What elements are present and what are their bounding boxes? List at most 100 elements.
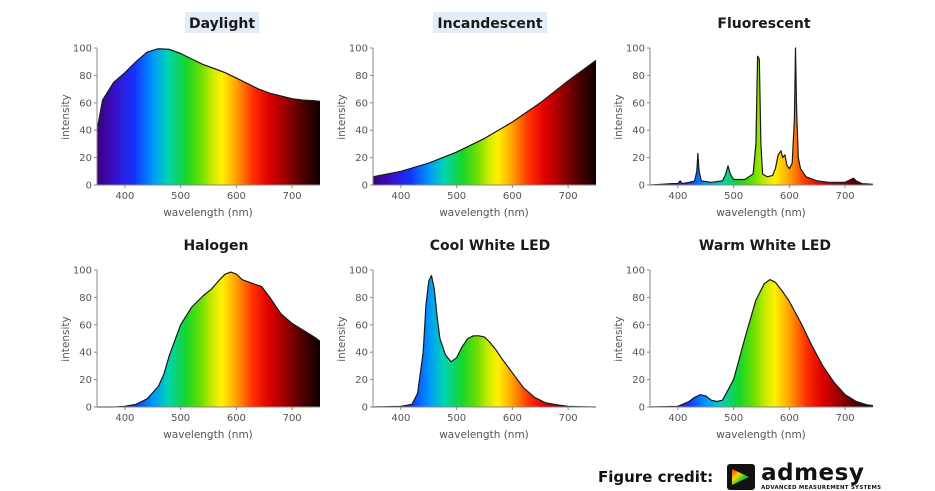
y-tick-label: 80 <box>355 71 368 82</box>
y-axis-label: intensity <box>613 316 625 362</box>
x-axis-label: wavelength (nm) <box>716 429 806 441</box>
y-tick-label: 40 <box>355 126 368 137</box>
figure-credit: Figure credit: admesy ADVANCED MEASUREME… <box>598 462 881 491</box>
admesy-logo-icon <box>727 463 756 490</box>
admesy-logo: admesy ADVANCED MEASUREMENT SYSTEMS <box>727 462 881 491</box>
spectrum-curve <box>372 274 597 408</box>
x-tick-label: 500 <box>447 191 466 202</box>
spectrum-curve <box>97 271 321 408</box>
x-tick-label: 700 <box>283 413 302 424</box>
y-tick-label: 100 <box>626 266 645 277</box>
chart-title: Warm White LED <box>699 238 831 254</box>
y-tick-label: 0 <box>639 181 645 192</box>
y-tick-label: 20 <box>79 375 92 386</box>
y-tick-label: 40 <box>632 126 645 137</box>
chart-cool-white-led: Cool White LED wavelength (nm) intensity… <box>336 238 597 441</box>
chart-title: Daylight <box>189 16 255 32</box>
y-tick-label: 0 <box>86 403 92 414</box>
y-tick-label: 40 <box>355 348 368 359</box>
y-tick-label: 60 <box>632 98 645 109</box>
x-tick-label: 700 <box>559 413 578 424</box>
spectrum-area <box>650 279 873 407</box>
y-tick-label: 60 <box>79 98 92 109</box>
y-tick-label: 60 <box>355 98 368 109</box>
y-axis-label: intensity <box>336 316 348 362</box>
x-tick-label: 600 <box>227 413 246 424</box>
title-highlight <box>433 12 547 33</box>
x-tick-label: 500 <box>447 413 466 424</box>
title-highlight <box>185 12 259 33</box>
y-axis-label: intensity <box>60 94 72 140</box>
y-tick-label: 40 <box>79 348 92 359</box>
spectrum-curve <box>649 47 874 186</box>
x-tick-label: 400 <box>391 413 410 424</box>
y-tick-label: 100 <box>73 44 92 55</box>
chart-title: Incandescent <box>437 16 542 32</box>
y-tick-label: 0 <box>639 403 645 414</box>
y-tick-label: 60 <box>632 320 645 331</box>
spectrum-area <box>373 60 596 185</box>
x-tick-label: 500 <box>724 413 743 424</box>
y-tick-label: 60 <box>355 320 368 331</box>
x-tick-label: 600 <box>503 191 522 202</box>
x-axis-label: wavelength (nm) <box>716 207 806 219</box>
spectrum-curve <box>649 279 874 408</box>
chart-daylight: Daylight wavelength (nm) intensity 400 50… <box>60 12 321 219</box>
chart-fluorescent: Fluorescent wavelength (nm) intensity 40… <box>613 16 874 219</box>
y-tick-label: 40 <box>79 126 92 137</box>
spectrum-area <box>373 275 596 407</box>
x-tick-label: 700 <box>559 191 578 202</box>
x-tick-label: 400 <box>115 413 134 424</box>
logo-tagline: ADVANCED MEASUREMENT SYSTEMS <box>761 485 882 491</box>
x-axis-label: wavelength (nm) <box>439 429 529 441</box>
x-axis-label: wavelength (nm) <box>439 207 529 219</box>
x-tick-label: 600 <box>503 413 522 424</box>
x-tick-label: 500 <box>171 413 190 424</box>
logo-wordmark: admesy <box>761 460 865 486</box>
y-axis-label: intensity <box>60 316 72 362</box>
y-tick-label: 20 <box>355 153 368 164</box>
y-tick-label: 0 <box>362 403 368 414</box>
spectrum-curve <box>372 59 597 178</box>
x-tick-label: 700 <box>836 413 855 424</box>
x-tick-label: 600 <box>780 413 799 424</box>
x-tick-label: 400 <box>391 191 410 202</box>
x-tick-label: 600 <box>780 191 799 202</box>
x-tick-label: 400 <box>668 191 687 202</box>
chart-halogen: Halogen wavelength (nm) intensity 400 500… <box>60 238 321 441</box>
y-tick-label: 0 <box>86 181 92 192</box>
x-tick-label: 600 <box>227 191 246 202</box>
x-tick-label: 500 <box>171 191 190 202</box>
spectrum-area <box>97 272 320 407</box>
y-tick-label: 80 <box>79 293 92 304</box>
chart-title: Fluorescent <box>717 16 810 32</box>
credit-label: Figure credit: <box>598 467 714 486</box>
y-tick-label: 80 <box>632 293 645 304</box>
y-tick-label: 100 <box>349 44 368 55</box>
chart-incandescent: Incandescent wavelength (nm) intensity 4… <box>336 12 597 219</box>
y-tick-label: 20 <box>632 153 645 164</box>
chart-title: Halogen <box>183 238 248 254</box>
x-tick-label: 400 <box>115 191 134 202</box>
spectrum-curve <box>96 48 321 131</box>
y-tick-label: 0 <box>362 181 368 192</box>
y-tick-label: 100 <box>73 266 92 277</box>
chart-warm-white-led: Warm White LED wavelength (nm) intensity… <box>613 238 874 441</box>
y-tick-label: 20 <box>632 375 645 386</box>
y-tick-label: 60 <box>79 320 92 331</box>
y-axis-label: intensity <box>336 94 348 140</box>
x-axis-label: wavelength (nm) <box>163 429 253 441</box>
y-tick-label: 20 <box>79 153 92 164</box>
y-tick-label: 20 <box>355 375 368 386</box>
y-tick-label: 80 <box>79 71 92 82</box>
y-tick-label: 80 <box>632 71 645 82</box>
y-tick-label: 40 <box>632 348 645 359</box>
x-tick-label: 700 <box>283 191 302 202</box>
x-tick-label: 700 <box>836 191 855 202</box>
y-axis-label: intensity <box>613 94 625 140</box>
x-tick-label: 400 <box>668 413 687 424</box>
chart-title: Cool White LED <box>430 238 551 254</box>
x-axis-label: wavelength (nm) <box>163 207 253 219</box>
y-tick-label: 100 <box>626 44 645 55</box>
